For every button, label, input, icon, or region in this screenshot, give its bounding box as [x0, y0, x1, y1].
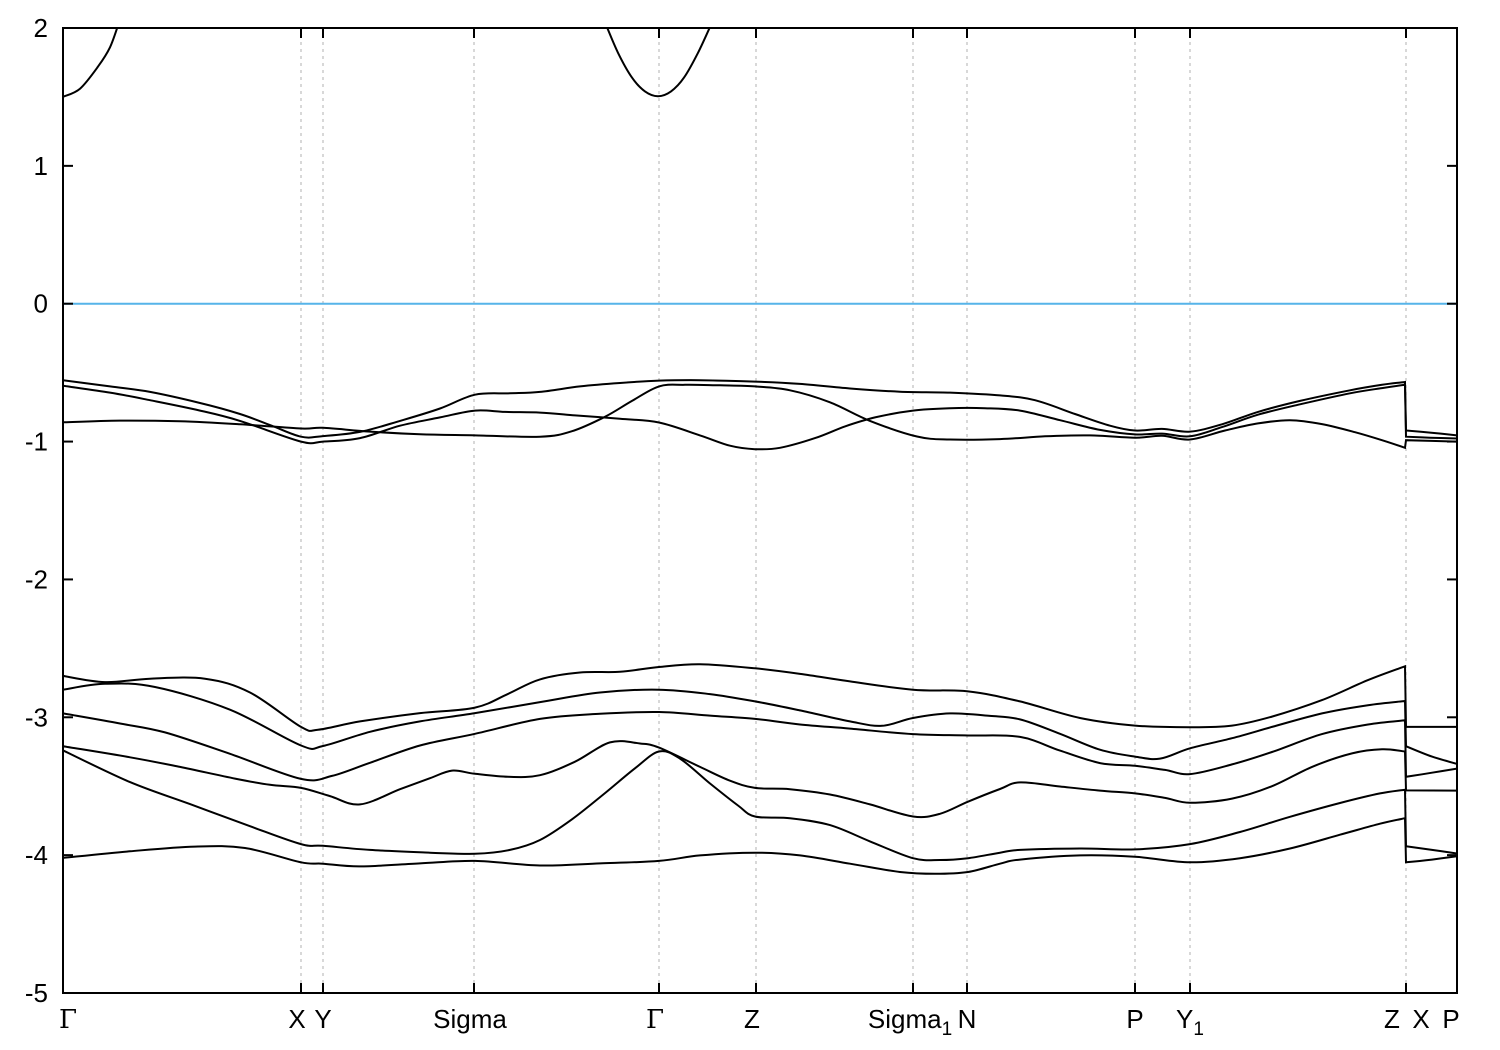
bands-group	[63, 28, 1457, 875]
lower-band-2	[63, 682, 1457, 765]
mid-band-1	[63, 379, 1457, 439]
plot-border	[62, 27, 1458, 994]
conduction-band-gamma2	[606, 28, 711, 98]
k-point-label: Sigma1	[868, 1004, 952, 1040]
k-point-label: X	[288, 1004, 305, 1034]
k-point-label: P	[1442, 1004, 1459, 1034]
k-point-label: Y	[314, 1004, 331, 1034]
k-point-label: Z	[1384, 1004, 1400, 1034]
lower-band-1	[63, 663, 1457, 732]
y-tick-label: 2	[34, 13, 48, 43]
k-point-label: P	[1126, 1004, 1143, 1034]
y-tick-label: 1	[34, 151, 48, 181]
k-point-label: Γ	[646, 1005, 664, 1035]
k-point-label: N	[958, 1004, 977, 1034]
conduction-band-gamma1	[63, 28, 119, 98]
y-tick-label: -3	[25, 702, 48, 732]
lower-band-6	[63, 816, 1457, 875]
y-tick-label: -5	[25, 978, 48, 1008]
mid-band-2	[63, 383, 1457, 451]
k-point-label: Y1	[1176, 1004, 1204, 1040]
k-point-label: Sigma	[433, 1004, 507, 1034]
k-point-label: Γ	[59, 1005, 77, 1035]
mid-band-3	[63, 383, 1457, 450]
lower-band-3	[63, 710, 1457, 782]
y-tick-label: -4	[25, 840, 48, 870]
y-tick-label: -2	[25, 564, 48, 594]
lower-band-5	[63, 749, 1457, 862]
y-tick-label: 0	[34, 289, 48, 319]
lower-band-4	[63, 740, 1457, 819]
y-tick-label: -1	[25, 427, 48, 457]
k-point-label: X	[1412, 1004, 1429, 1034]
k-point-label: Z	[744, 1004, 760, 1034]
